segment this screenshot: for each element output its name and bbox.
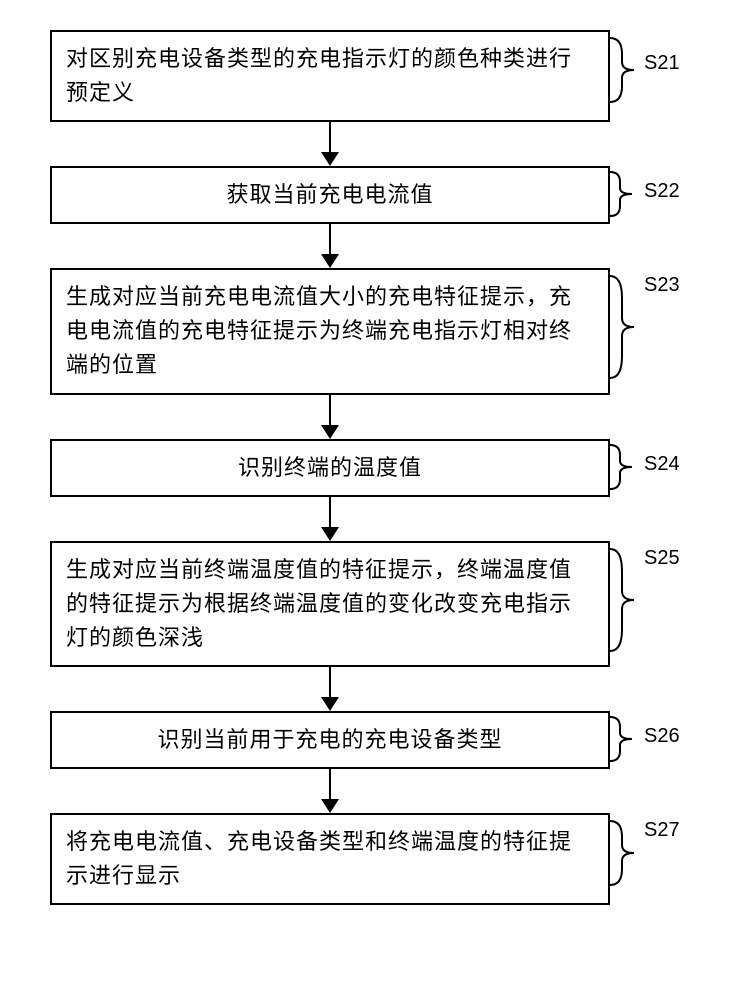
flowchart-container: 对区别充电设备类型的充电指示灯的颜色种类进行预定义 S21 获取当前充电电流值 …	[50, 30, 650, 905]
flow-node: 将充电电流值、充电设备类型和终端温度的特征提示进行显示	[50, 813, 610, 905]
flow-arrow	[50, 395, 610, 439]
label-bracket-icon	[608, 30, 638, 110]
arrow-line-icon	[329, 224, 331, 256]
label-bracket-icon	[608, 268, 638, 386]
arrow-line-icon	[329, 497, 331, 529]
label-bracket-icon	[608, 541, 638, 659]
arrow-line-icon	[329, 395, 331, 427]
label-bracket-icon	[608, 813, 638, 893]
flow-node-text: 生成对应当前充电电流值大小的充电特征提示，充电电流值的充电特征提示为终端充电指示…	[66, 284, 572, 377]
flow-arrow	[50, 667, 610, 711]
arrow-line-icon	[329, 769, 331, 801]
flow-node-label: S24	[644, 453, 680, 476]
flow-node-label: S27	[644, 819, 680, 842]
flow-node: 生成对应当前充电电流值大小的充电特征提示，充电电流值的充电特征提示为终端充电指示…	[50, 268, 610, 394]
flow-node-label: S23	[644, 274, 680, 297]
flow-node-row: 获取当前充电电流值 S22	[50, 166, 650, 224]
flow-node-row: 将充电电流值、充电设备类型和终端温度的特征提示进行显示 S27	[50, 813, 650, 905]
flow-node-label: S21	[644, 52, 680, 75]
flow-node-text: 识别当前用于充电的充电设备类型	[157, 727, 502, 752]
label-bracket-icon	[608, 439, 638, 495]
arrow-head-icon	[321, 425, 339, 439]
flow-arrow	[50, 122, 610, 166]
flow-arrow	[50, 497, 610, 541]
flow-arrow	[50, 769, 610, 813]
flow-node-row: 识别终端的温度值 S24	[50, 439, 650, 497]
flow-node-row: 识别当前用于充电的充电设备类型 S26	[50, 711, 650, 769]
flow-node-text: 生成对应当前终端温度值的特征提示，终端温度值的特征提示为根据终端温度值的变化改变…	[66, 557, 572, 650]
flow-node: 对区别充电设备类型的充电指示灯的颜色种类进行预定义	[50, 30, 610, 122]
flow-node: 识别终端的温度值	[50, 439, 610, 497]
flow-node: 生成对应当前终端温度值的特征提示，终端温度值的特征提示为根据终端温度值的变化改变…	[50, 541, 610, 667]
arrow-line-icon	[329, 122, 331, 154]
arrow-head-icon	[321, 799, 339, 813]
flow-node: 获取当前充电电流值	[50, 166, 610, 224]
flow-node-row: 对区别充电设备类型的充电指示灯的颜色种类进行预定义 S21	[50, 30, 650, 122]
arrow-head-icon	[321, 527, 339, 541]
flow-node-text: 获取当前充电电流值	[226, 182, 433, 207]
label-bracket-icon	[608, 711, 638, 767]
flow-node-row: 生成对应当前终端温度值的特征提示，终端温度值的特征提示为根据终端温度值的变化改变…	[50, 541, 650, 667]
arrow-head-icon	[321, 254, 339, 268]
flow-arrow	[50, 224, 610, 268]
arrow-head-icon	[321, 152, 339, 166]
flow-node-text: 对区别充电设备类型的充电指示灯的颜色种类进行预定义	[66, 46, 572, 105]
flow-node-label: S22	[644, 180, 680, 203]
flow-node-text: 识别终端的温度值	[238, 455, 422, 480]
flow-node-row: 生成对应当前充电电流值大小的充电特征提示，充电电流值的充电特征提示为终端充电指示…	[50, 268, 650, 394]
arrow-head-icon	[321, 697, 339, 711]
flow-node-text: 将充电电流值、充电设备类型和终端温度的特征提示进行显示	[66, 829, 572, 888]
label-bracket-icon	[608, 166, 638, 222]
flow-node-label: S25	[644, 547, 680, 570]
flow-node-label: S26	[644, 725, 680, 748]
flow-node: 识别当前用于充电的充电设备类型	[50, 711, 610, 769]
arrow-line-icon	[329, 667, 331, 699]
